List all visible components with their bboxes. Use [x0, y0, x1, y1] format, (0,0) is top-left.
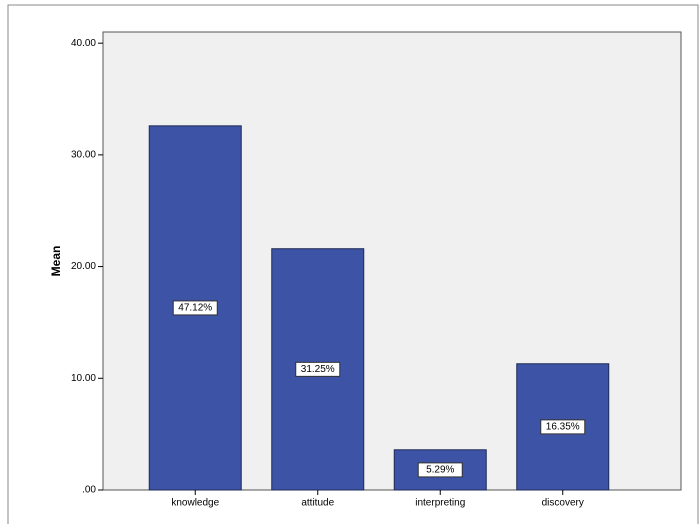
x-tick-label: knowledge	[171, 498, 219, 509]
bar-label: 47.12%	[178, 303, 212, 314]
y-tick-label: 40.00	[71, 38, 96, 49]
y-tick-label: 10.00	[71, 373, 96, 384]
y-tick-label: 30.00	[71, 150, 96, 161]
y-tick-label: .00	[82, 485, 96, 496]
bar-label-box	[540, 419, 586, 435]
x-tick-label: attitude	[301, 498, 334, 509]
bar-label-box	[172, 300, 218, 316]
bar-label: 16.35%	[546, 422, 580, 433]
bar-label-box	[417, 462, 463, 478]
bar-label: 5.29%	[426, 465, 454, 476]
x-tick-label: interpreting	[415, 498, 465, 509]
x-tick-label: discovery	[542, 498, 584, 509]
y-tick-label: 20.00	[71, 261, 96, 272]
y-axis-label: Mean	[49, 246, 63, 277]
bar-label: 31.25%	[301, 364, 335, 375]
bar-label-box	[295, 361, 341, 377]
